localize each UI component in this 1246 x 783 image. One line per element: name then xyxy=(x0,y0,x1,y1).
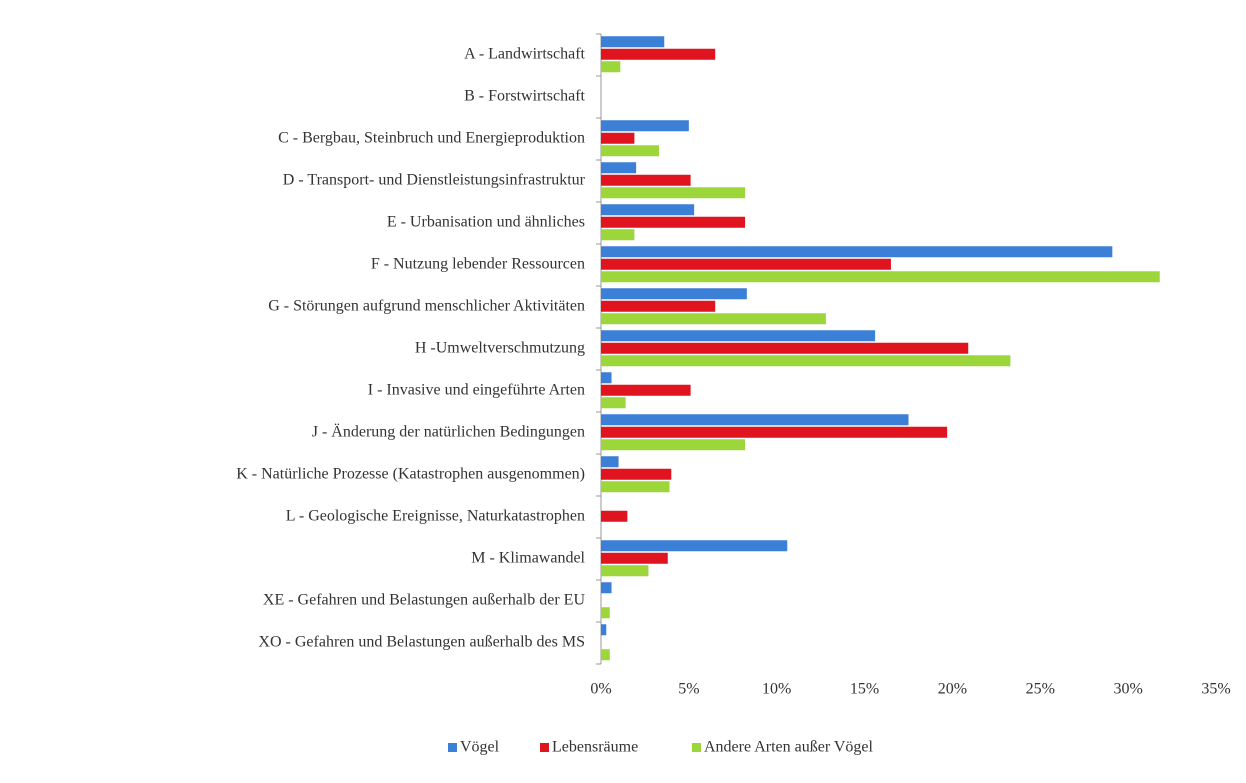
y-tick-label: B - Forstwirtschaft xyxy=(464,88,585,105)
bar xyxy=(601,540,788,552)
bar xyxy=(601,481,670,493)
bar xyxy=(601,384,691,396)
bar xyxy=(601,372,612,384)
legend-label: Vögel xyxy=(460,739,500,756)
bar xyxy=(601,565,649,577)
bar xyxy=(601,510,628,522)
bar xyxy=(601,162,637,174)
y-tick-label: E - Urbanisation und ähnliches xyxy=(387,214,585,231)
bar xyxy=(601,414,909,426)
bar xyxy=(601,456,619,468)
y-tick-label: H -Umweltverschmutzung xyxy=(415,340,585,357)
y-tick-label: G - Störungen aufgrund menschlicher Akti… xyxy=(268,298,585,315)
bar xyxy=(601,120,689,132)
y-tick-label: I - Invasive und eingeführte Arten xyxy=(368,382,585,399)
y-tick-label: A - Landwirtschaft xyxy=(464,46,585,63)
legend-label: Lebensräume xyxy=(552,739,638,756)
bar xyxy=(601,330,876,342)
y-tick-label: C - Bergbau, Steinbruch und Energieprodu… xyxy=(278,130,585,147)
y-tick-label: J - Änderung der natürlichen Bedingungen xyxy=(312,423,585,441)
bar xyxy=(601,36,665,48)
bar xyxy=(601,300,716,312)
bar xyxy=(601,145,659,157)
legend-label: Andere Arten außer Vögel xyxy=(704,739,874,756)
y-tick-label: K - Natürliche Prozesse (Katastrophen au… xyxy=(236,466,585,483)
bar xyxy=(601,288,747,300)
legend-swatch xyxy=(448,743,457,752)
bar xyxy=(601,271,1160,283)
bar xyxy=(601,204,695,216)
x-tick-label: 10% xyxy=(762,681,791,698)
legend-swatch xyxy=(540,743,549,752)
bar xyxy=(601,439,746,451)
x-tick-label: 20% xyxy=(938,681,967,698)
bar xyxy=(601,355,1011,367)
bar xyxy=(601,48,716,60)
x-tick-label: 30% xyxy=(1113,681,1142,698)
bar xyxy=(601,624,607,636)
bar xyxy=(601,187,746,199)
bar xyxy=(601,582,612,594)
y-tick-label: M - Klimawandel xyxy=(471,550,585,567)
bar xyxy=(601,132,635,144)
bar xyxy=(601,174,691,186)
x-tick-label: 0% xyxy=(590,681,611,698)
bar xyxy=(601,552,668,564)
bar xyxy=(601,426,948,438)
x-tick-label: 5% xyxy=(678,681,699,698)
bar xyxy=(601,342,969,354)
y-tick-label: D - Transport- und Dienstleistungsinfras… xyxy=(283,172,586,189)
y-tick-label: F - Nutzung lebender Ressourcen xyxy=(371,256,585,273)
bar xyxy=(601,607,610,619)
bar xyxy=(601,61,621,73)
bar xyxy=(601,258,891,270)
bar xyxy=(601,397,626,409)
x-tick-label: 35% xyxy=(1201,681,1230,698)
bar xyxy=(601,229,635,241)
x-tick-label: 15% xyxy=(850,681,879,698)
bar xyxy=(601,246,1113,258)
legend-swatch xyxy=(692,743,701,752)
bar xyxy=(601,649,610,661)
bar xyxy=(601,468,672,480)
bar xyxy=(601,216,746,228)
bar xyxy=(601,313,826,325)
y-tick-label: L - Geologische Ereignisse, Naturkatastr… xyxy=(286,508,585,525)
y-tick-label: XO - Gefahren und Belastungen außerhalb … xyxy=(258,634,585,651)
y-tick-label: XE - Gefahren und Belastungen außerhalb … xyxy=(263,592,586,609)
x-tick-label: 25% xyxy=(1026,681,1055,698)
